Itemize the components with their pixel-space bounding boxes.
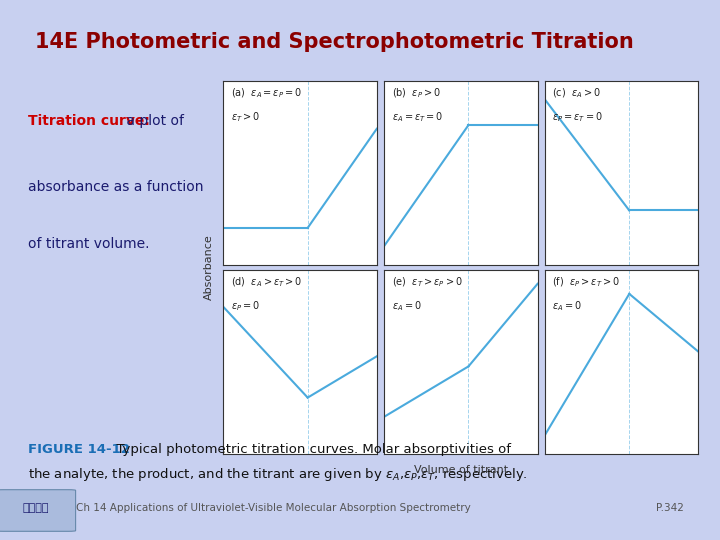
Text: $\varepsilon_T > 0$: $\varepsilon_T > 0$ — [231, 110, 260, 124]
Text: 14E Photometric and Spectrophotometric Titration: 14E Photometric and Spectrophotometric T… — [35, 32, 634, 52]
Text: (f)  $\varepsilon_P > \varepsilon_T > 0$: (f) $\varepsilon_P > \varepsilon_T > 0$ — [552, 275, 621, 289]
Text: $\varepsilon_A = 0$: $\varepsilon_A = 0$ — [392, 299, 421, 313]
Text: the analyte, the product, and the titrant are given by $\varepsilon_A$,$\varepsi: the analyte, the product, and the titran… — [28, 465, 528, 483]
Text: (a)  $\varepsilon_A = \varepsilon_P = 0$: (a) $\varepsilon_A = \varepsilon_P = 0$ — [231, 86, 302, 100]
Text: Absorbance: Absorbance — [204, 234, 214, 300]
Text: 歐亞書局: 歐亞書局 — [23, 503, 49, 512]
Text: (e)  $\varepsilon_T > \varepsilon_P > 0$: (e) $\varepsilon_T > \varepsilon_P > 0$ — [392, 275, 462, 289]
Text: of titrant volume.: of titrant volume. — [28, 237, 150, 251]
Text: P.342: P.342 — [656, 503, 683, 512]
Text: Typical photometric titration curves. Molar absorptivities of: Typical photometric titration curves. Mo… — [108, 443, 510, 456]
Text: a plot of: a plot of — [122, 114, 184, 128]
FancyBboxPatch shape — [0, 490, 76, 531]
Text: Volume of titrant: Volume of titrant — [414, 465, 508, 475]
Text: (c)  $\varepsilon_A > 0$: (c) $\varepsilon_A > 0$ — [552, 86, 601, 100]
Text: (d)  $\varepsilon_A > \varepsilon_T > 0$: (d) $\varepsilon_A > \varepsilon_T > 0$ — [231, 275, 302, 289]
Text: Ch 14 Applications of Ultraviolet-Visible Molecular Absorption Spectrometry: Ch 14 Applications of Ultraviolet-Visibl… — [76, 503, 471, 512]
Text: $\varepsilon_P = 0$: $\varepsilon_P = 0$ — [231, 299, 260, 313]
Text: FIGURE 14-12: FIGURE 14-12 — [28, 443, 130, 456]
Text: Titration curve:: Titration curve: — [28, 114, 150, 128]
Text: absorbance as a function: absorbance as a function — [28, 180, 204, 194]
Text: $\varepsilon_P = \varepsilon_T = 0$: $\varepsilon_P = \varepsilon_T = 0$ — [552, 110, 603, 124]
Text: Titration curve: a plot of
absorbance as a function
of titrant volume.: Titration curve: a plot of absorbance as… — [28, 114, 204, 160]
Text: $\varepsilon_A = \varepsilon_T = 0$: $\varepsilon_A = \varepsilon_T = 0$ — [392, 110, 443, 124]
Text: $\varepsilon_A = 0$: $\varepsilon_A = 0$ — [552, 299, 582, 313]
Text: (b)  $\varepsilon_P > 0$: (b) $\varepsilon_P > 0$ — [392, 86, 441, 100]
